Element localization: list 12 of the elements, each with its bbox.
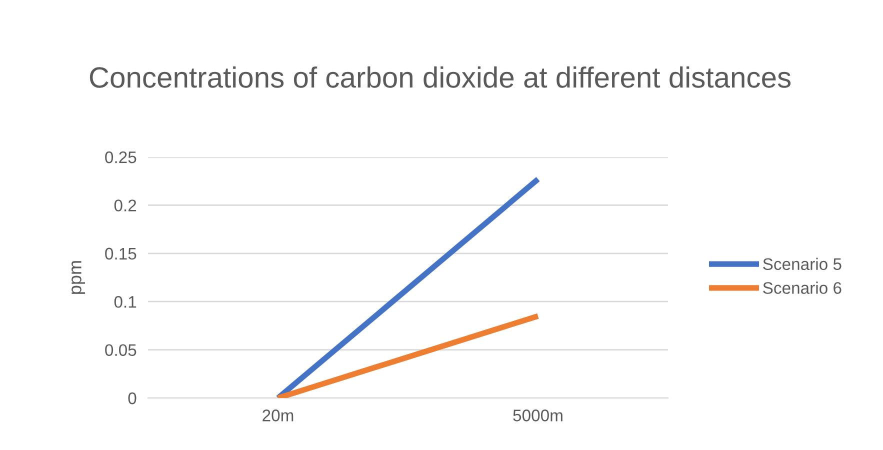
x-tick-label: 5000m — [513, 410, 562, 422]
y-tick-label: 0.15 — [105, 248, 136, 260]
legend-label: Scenario 5 — [763, 258, 842, 270]
y-tick-label: 0.05 — [105, 344, 136, 356]
y-tick-label: 0.2 — [114, 200, 136, 212]
chart-title: Concentrations of carbon dioxide at different distances — [90, 66, 791, 88]
y-tick-label: 0.1 — [114, 296, 136, 308]
y-axis-title: ppm — [72, 261, 86, 294]
legend-label: Scenario 6 — [763, 282, 842, 294]
x-tick-label: 20m — [262, 410, 294, 422]
y-tick-label: 0.25 — [105, 151, 136, 164]
y-tick-label: 0 — [128, 392, 136, 404]
